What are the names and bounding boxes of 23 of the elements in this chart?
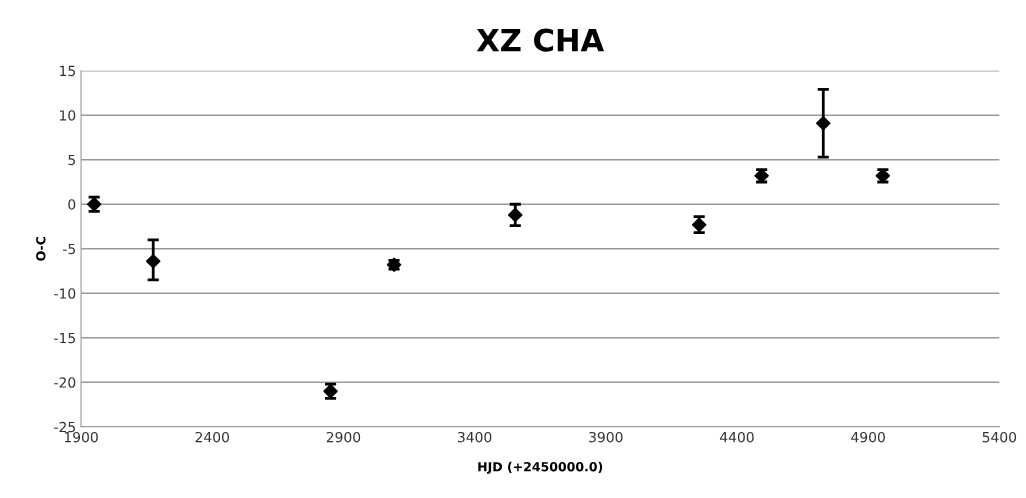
- point: [507, 207, 523, 223]
- x-tick-label: 3900: [589, 431, 623, 443]
- y-tick-label: 15: [60, 65, 75, 77]
- y-tick-label: -10: [54, 288, 76, 299]
- point: [145, 253, 161, 269]
- chart-title: XZ CHA: [476, 28, 605, 52]
- x-tick-label: 1900: [64, 431, 98, 443]
- y-tick-label: 0: [68, 199, 76, 210]
- x-tick-label: 3400: [457, 431, 492, 443]
- y-tick-label: 10: [60, 110, 76, 121]
- y-tick-label: -15: [54, 332, 75, 344]
- y-tick-label: 5: [68, 154, 75, 166]
- y-axis-title: O-C: [36, 236, 46, 261]
- y-tick-label: -20: [54, 377, 76, 388]
- x-tick-label: 4900: [851, 431, 885, 443]
- y-tick-label: -5: [63, 243, 75, 255]
- x-tick-label: 4400: [719, 431, 754, 443]
- x-tick-label: 2900: [326, 431, 361, 443]
- point: [815, 115, 831, 131]
- x-tick-label: 2400: [195, 431, 229, 443]
- x-tick-label: 5400: [982, 431, 1017, 443]
- y-tick-label: -25: [54, 421, 75, 433]
- x-axis-title: HJD (+2450000.0): [478, 461, 603, 474]
